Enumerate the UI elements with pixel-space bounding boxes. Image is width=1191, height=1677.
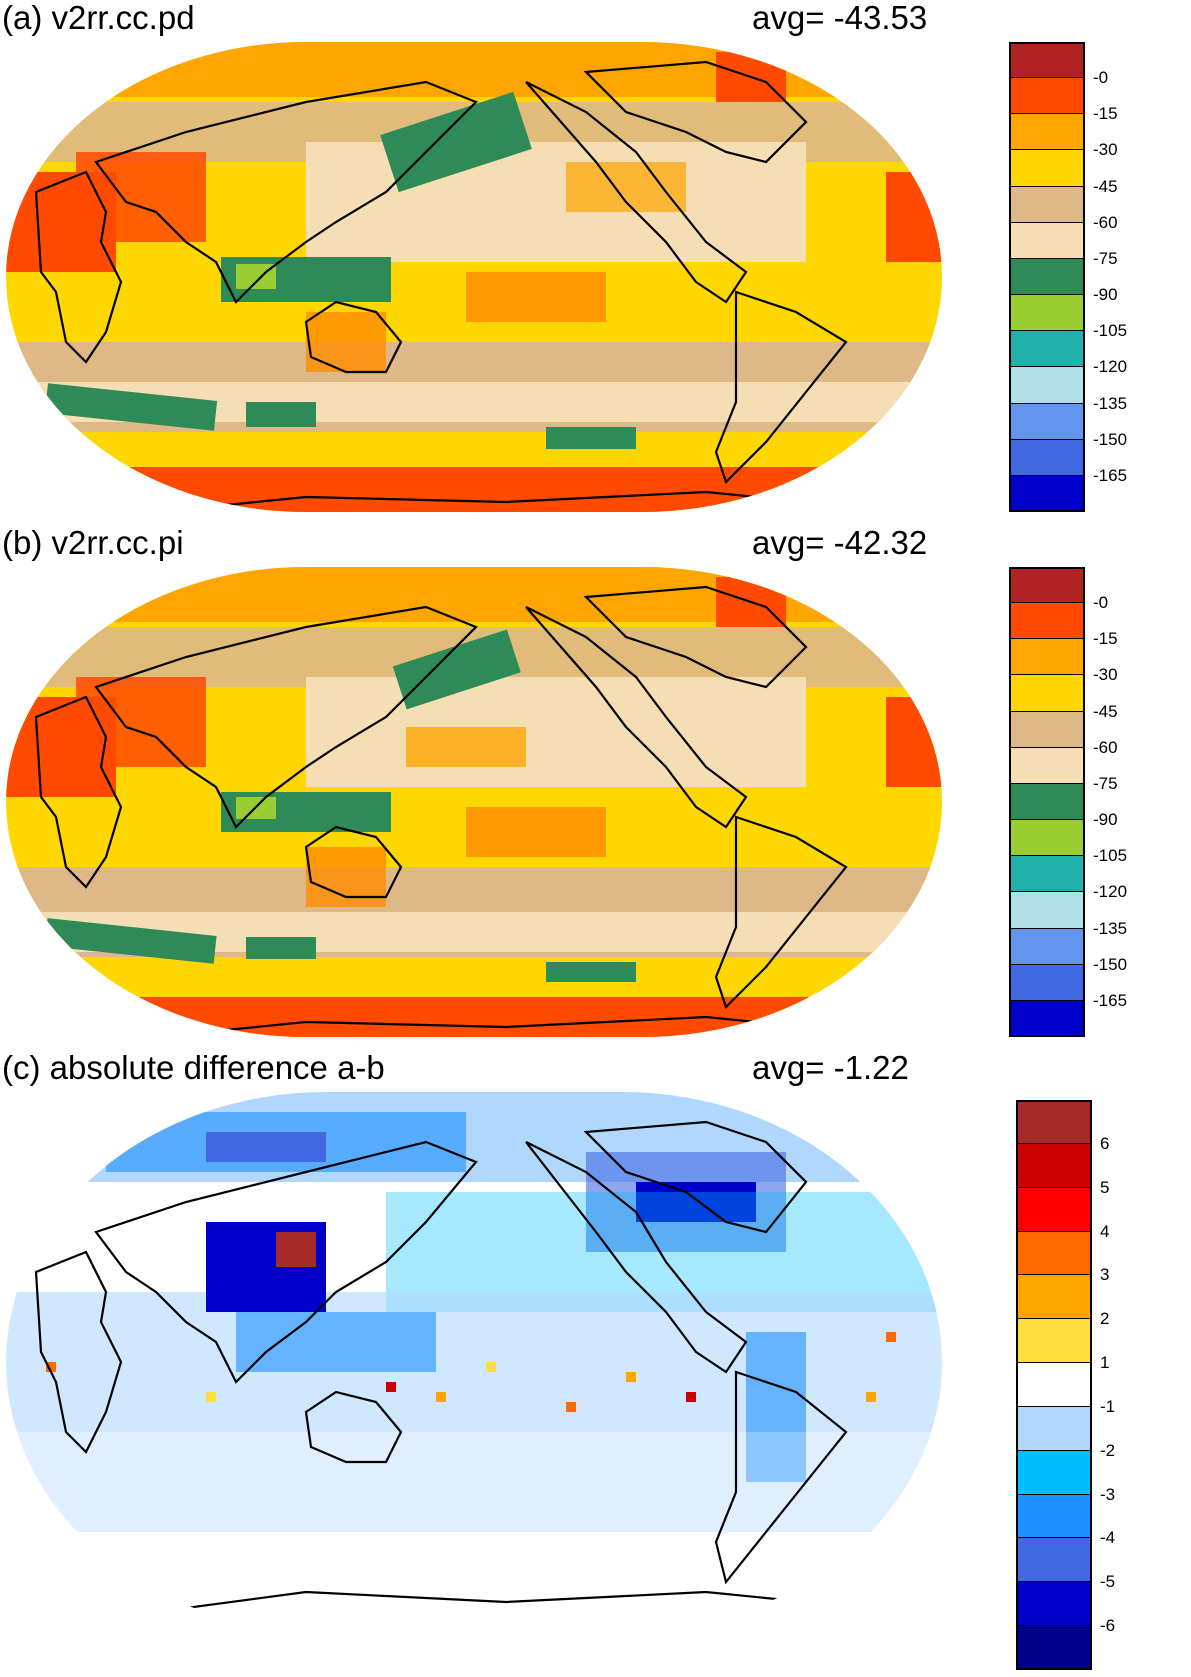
colorbar-label: 5 [1100,1177,1110,1197]
colorbar-label: -4 [1100,1528,1116,1548]
colorbar-swatch [1016,1100,1092,1144]
colorbar-swatch [1016,1319,1092,1364]
colorbar-swatch [1016,1363,1092,1407]
colorbar-label: -75 [1093,773,1118,793]
colorbar-swatch [1009,403,1085,440]
colorbar-label: 1 [1100,1353,1110,1373]
colorbar-swatch [1009,964,1085,1001]
colorbar-label: -150 [1093,429,1128,449]
colorbar-swatch [1009,820,1085,857]
colorbar-label: -1 [1100,1396,1116,1416]
colorbar-swatch [1016,1231,1092,1276]
colorbar-label: -6 [1100,1616,1116,1636]
world-map [6,567,942,1037]
panel-title: (a) v2rr.cc.pd [2,0,195,36]
colorbar-swatch [1016,1494,1092,1539]
colorbar-label: -165 [1093,990,1128,1010]
colorbar-swatch [1016,1406,1092,1451]
colorbar-frame [1009,567,1085,1037]
world-map [6,42,942,512]
colorbar-swatch [1016,1143,1092,1188]
colorbar-swatch [1009,711,1085,748]
colorbar: -0 -15 -30 -45 -60 -75 -90 -105 -120 -135 -150 -165 [1009,567,1129,1037]
colorbar-label: -75 [1093,248,1118,268]
colorbar-swatch [1016,1275,1092,1320]
colorbar-swatch [1009,295,1085,332]
colorbar-label: -0 [1093,593,1109,613]
colorbar-swatch [1009,856,1085,893]
colorbar-label: -30 [1093,665,1118,685]
colorbar-label: 6 [1100,1133,1110,1153]
colorbar-frame [1009,42,1085,512]
panel-c: (c) absolute difference a-b avg= -1.22 [0,1050,1191,1677]
colorbar-label: 2 [1100,1309,1110,1329]
colorbar-swatch [1009,675,1085,712]
colorbar: -0 -15 -30 -45 -60 -75 -90 -105 -120 -135 -150 -165 [1009,42,1129,512]
colorbar-frame [1016,1100,1092,1670]
colorbar-label: -90 [1093,810,1118,830]
colorbar-label: -135 [1093,918,1128,938]
colorbar-label: -105 [1093,846,1128,866]
colorbar-label: -150 [1093,954,1128,974]
colorbar-label: -120 [1093,357,1128,377]
colorbar-label: -120 [1093,882,1128,902]
colorbar-swatch [1009,114,1085,151]
panel-title: (b) v2rr.cc.pi [2,524,184,561]
colorbar-swatch [1016,1538,1092,1583]
colorbar-label: -0 [1093,68,1109,88]
colorbar-label: -90 [1093,285,1118,305]
colorbar-label: -135 [1093,393,1128,413]
colorbar-swatch [1009,892,1085,929]
colorbar-label: -60 [1093,212,1118,232]
colorbar-label: -105 [1093,321,1128,341]
colorbar-swatch [1009,783,1085,821]
panel-average: avg= -43.53 [752,0,928,36]
colorbar-swatch [1009,186,1085,223]
colorbar-swatch [1016,1450,1092,1495]
colorbar-label: -165 [1093,465,1128,485]
colorbar-swatch [1009,78,1085,115]
colorbar-swatch [1016,1582,1092,1627]
panel-average: avg= -42.32 [752,524,928,561]
colorbar-swatch [1009,439,1085,476]
colorbar-swatch [1009,222,1085,259]
colorbar: 6 5 4 3 2 1 -1 -2 -3 -4 -5 -6 [1016,1100,1136,1670]
colorbar-swatch [1009,639,1085,676]
colorbar-swatch [1016,1187,1092,1232]
colorbar-swatch [1009,603,1085,640]
panel-a: (a) v2rr.cc.pd avg= -43.53 [0,0,1191,520]
colorbar-label: -5 [1100,1572,1116,1592]
colorbar-label: -2 [1100,1440,1116,1460]
colorbar-swatch [1009,928,1085,965]
colorbar-swatch [1009,567,1085,604]
colorbar-label: -15 [1093,104,1118,124]
colorbar-label: -3 [1100,1484,1116,1504]
colorbar-label: 3 [1100,1265,1110,1285]
panel-b: (b) v2rr.cc.pi avg= -42.32 [0,525,1191,1045]
colorbar-swatch [1009,367,1085,404]
colorbar-label: -45 [1093,701,1118,721]
colorbar-swatch [1009,331,1085,368]
colorbar-swatch [1009,42,1085,79]
colorbar-label: -45 [1093,176,1118,196]
colorbar-label: -30 [1093,140,1118,160]
panel-average: avg= -1.22 [752,1049,909,1086]
colorbar-label: -60 [1093,737,1118,757]
colorbar-label: 4 [1100,1221,1110,1241]
colorbar-label: -15 [1093,629,1118,649]
colorbar-swatch [1009,258,1085,296]
colorbar-swatch [1009,150,1085,187]
world-map [6,1092,942,1632]
panel-title: (c) absolute difference a-b [2,1049,385,1086]
colorbar-swatch [1009,747,1085,784]
